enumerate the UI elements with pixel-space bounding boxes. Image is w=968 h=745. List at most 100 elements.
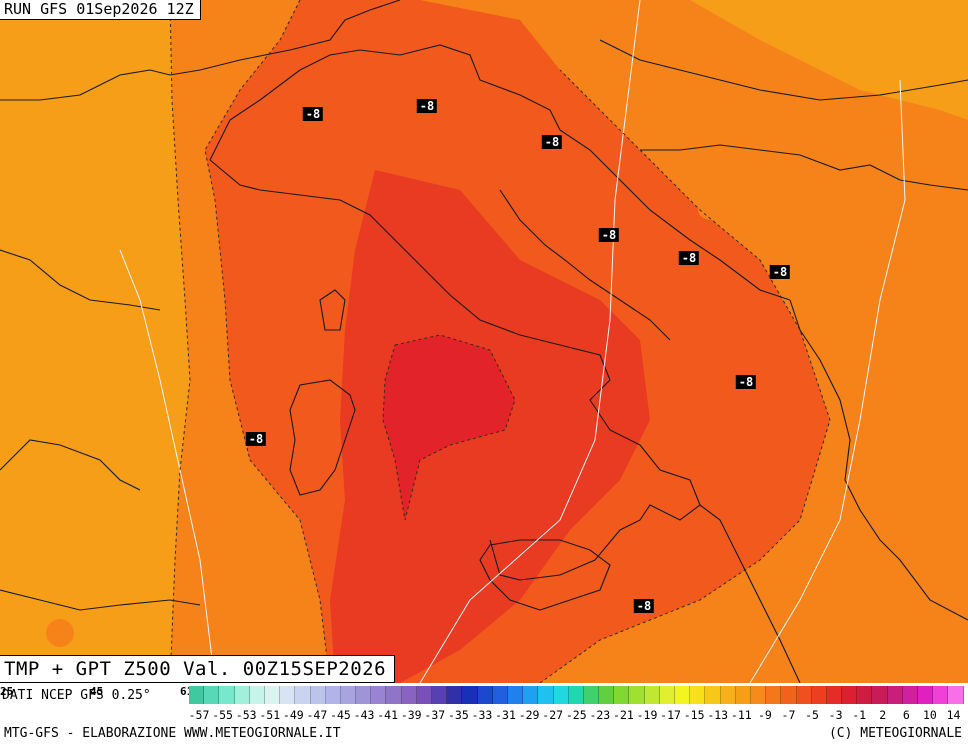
scale-tick-label: -47 (306, 708, 328, 722)
scale-swatch (264, 686, 281, 704)
scale-tick-label: -23 (589, 708, 611, 722)
scale-swatch (842, 686, 858, 704)
run-label: RUN GFS 01Sep2026 12Z (0, 0, 201, 20)
field-patch (698, 200, 726, 220)
scale-swatch (766, 686, 782, 704)
scale-swatch (401, 686, 417, 704)
scale-tick-label: -41 (377, 708, 399, 722)
scale-swatch (249, 686, 265, 704)
scale-tick-label: -37 (424, 708, 446, 722)
data-source: DATI NCEP GFS 0.25° (2, 688, 151, 703)
left-stub: 45 (90, 685, 104, 698)
scale-swatch (796, 686, 812, 704)
scale-tick-label: -19 (636, 708, 658, 722)
scale-swatch (477, 686, 493, 704)
coastline-lines (0, 0, 968, 683)
scale-swatch (310, 686, 326, 704)
scale-tick-label: -43 (353, 708, 375, 722)
isotherm-label: -8 (678, 251, 700, 265)
scale-tick-label: -35 (447, 708, 469, 722)
temperature-field (0, 0, 968, 683)
left-stub: 25 (0, 685, 14, 698)
scale-swatch (750, 686, 767, 704)
scale-swatch (523, 686, 539, 704)
scale-swatch (826, 686, 843, 704)
scale-tick-label: -49 (282, 708, 304, 722)
field-patch (46, 619, 74, 647)
scale-tick-label: -31 (495, 708, 516, 722)
scale-tick-label: -7 (781, 708, 796, 722)
scale-tick-label: -11 (730, 708, 752, 722)
scale-swatch (690, 686, 706, 704)
scale-swatch (553, 686, 569, 704)
scale-swatch (887, 686, 903, 704)
grid-lines (119, 0, 906, 683)
scale-tick-label: 14 (946, 708, 961, 722)
scale-swatch (811, 686, 827, 704)
field-hot-core (383, 335, 515, 520)
scale-swatch (781, 686, 797, 704)
scale-tick-label: -15 (683, 708, 705, 722)
scale-swatch (295, 686, 311, 704)
isotherm-label: -8 (416, 99, 438, 113)
scale-swatch (492, 686, 508, 704)
scale-tick-label: -39 (400, 708, 422, 722)
isotherm-label: -8 (302, 107, 324, 121)
scale-swatch (219, 686, 235, 704)
scale-swatch (462, 686, 478, 704)
isotherm-label: -8 (541, 135, 563, 149)
scale-tick-label: -17 (660, 708, 681, 722)
scale-tick-label: -33 (471, 708, 493, 722)
scale-swatch (538, 686, 554, 704)
scale-swatch (189, 686, 205, 704)
isotherm-label: -8 (769, 265, 791, 279)
scale-tick-label: 6 (902, 708, 910, 722)
scale-tick-label: -53 (235, 708, 257, 722)
footer-credit: MTG-GFS - ELABORAZIONE WWW.METEOGIORNALE… (4, 726, 341, 741)
scale-swatch (720, 686, 736, 704)
scale-swatch (432, 686, 448, 704)
scale-swatch (872, 686, 888, 704)
scale-swatch (644, 686, 660, 704)
scale-swatch (705, 686, 721, 704)
scale-tick-label: -3 (828, 708, 843, 722)
scale-tick-label: -45 (330, 708, 351, 722)
scale-swatch (325, 686, 341, 704)
weather-map: RUN GFS 01Sep2026 12Z TMP + GPT Z500 Val… (0, 0, 968, 683)
isotherm-label: -8 (735, 375, 757, 389)
scale-swatch (675, 686, 691, 704)
scale-swatch (447, 686, 463, 704)
scale-tick-label: -25 (565, 708, 587, 722)
scale-tick-label: -9 (757, 708, 772, 722)
scale-tick-label: -55 (212, 708, 233, 722)
scale-swatch (583, 686, 600, 704)
scale-tick-label: -13 (707, 708, 729, 722)
color-scale (189, 686, 964, 704)
scale-tick-label: -57 (188, 708, 210, 722)
scale-swatch (948, 686, 964, 704)
scale-swatch (340, 686, 357, 704)
color-legend: DATI NCEP GFS 0.25° 25 45 61 -57 -55 -53 -5… (0, 683, 968, 745)
isotherm-label: -8 (598, 228, 620, 242)
scale-swatch (371, 686, 387, 704)
scale-swatch (902, 686, 918, 704)
scale-swatch (204, 686, 220, 704)
scale-swatch (629, 686, 645, 704)
scale-tick-label: -5 (805, 708, 819, 722)
scale-tick-label: 10 (922, 708, 937, 722)
scale-swatch (614, 686, 630, 704)
isotherm-label: -8 (633, 599, 655, 613)
scale-ticks: -57 -55 -53 -51 -49 -47 -45 -43 -41 -39 -37 -35 -33-… (189, 708, 966, 722)
scale-swatch (659, 686, 675, 704)
scale-swatch (234, 686, 250, 704)
scale-swatch (280, 686, 296, 704)
isotherm-label: -8 (245, 432, 267, 446)
scale-swatch (918, 686, 934, 704)
scale-swatch (416, 686, 432, 704)
scale-swatch (568, 686, 584, 704)
scale-tick-label: -27 (542, 708, 564, 722)
scale-swatch (386, 686, 402, 704)
scale-swatch (857, 686, 873, 704)
scale-swatch (356, 686, 372, 704)
scale-tick-label: -51 (259, 708, 281, 722)
